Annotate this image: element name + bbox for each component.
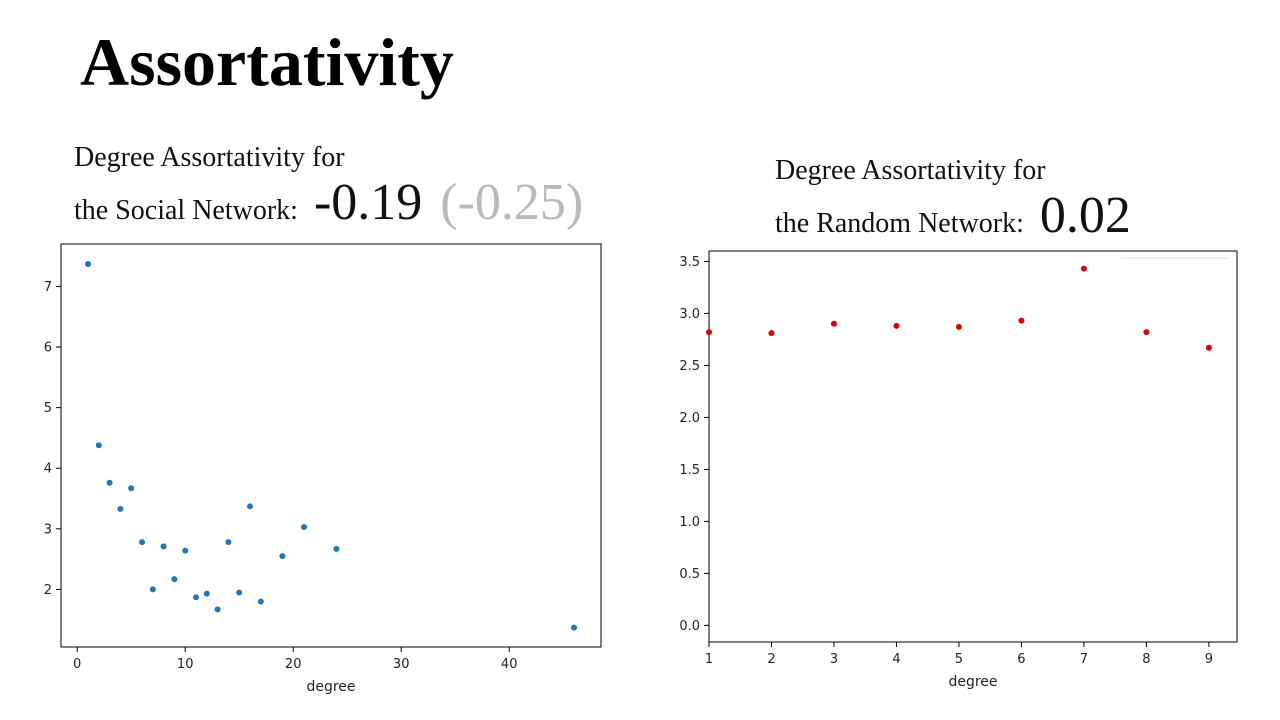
random-x-tick-label: 6 <box>1017 652 1025 667</box>
social-y-tick-label: 5 <box>44 401 52 416</box>
social-data-point <box>139 539 145 546</box>
random-caption-line2-row: the Random Network: 0.02 <box>775 190 1131 243</box>
social-data-point <box>95 442 102 449</box>
random-data-point <box>768 330 775 337</box>
random-network-caption: Degree Assortativity for the Random Netw… <box>775 152 1131 243</box>
random-y-tick-label: 3.0 <box>679 307 700 322</box>
social-y-tick-label: 7 <box>44 280 52 295</box>
social-data-point <box>160 543 167 550</box>
social-caption-line1: Degree Assortativity for <box>74 142 345 173</box>
random-x-tick-label: 3 <box>830 652 838 667</box>
random-data-point <box>1080 265 1087 272</box>
random-x-axis-label: degree <box>948 674 997 690</box>
random-data-point <box>830 320 837 327</box>
social-y-tick-label: 6 <box>44 341 52 356</box>
random-plot-frame <box>708 250 1238 643</box>
social-data-point <box>214 606 221 613</box>
random-data-point <box>1018 317 1025 324</box>
random-y-tick-label: 2.0 <box>679 411 700 426</box>
random-x-tick-label: 1 <box>705 652 713 667</box>
social-data-point <box>236 589 243 596</box>
random-y-tick-label: 2.5 <box>679 359 700 374</box>
social-y-tick-label: 3 <box>44 522 52 537</box>
social-data-point <box>193 594 199 601</box>
social-network-caption: Degree Assortativity for the Social Netw… <box>74 139 583 230</box>
random-x-tick-label: 2 <box>767 652 775 667</box>
social-caption-line2: the Social Network: <box>74 195 298 226</box>
social-y-tick-label: 4 <box>44 462 52 477</box>
random-data-point <box>955 323 962 330</box>
social-data-point <box>149 586 156 593</box>
slide-title: Assortativity <box>80 24 454 100</box>
social-data-point <box>225 539 232 546</box>
random-data-point <box>1143 329 1150 336</box>
social-x-axis-label: degree <box>306 679 355 695</box>
social-data-point <box>106 479 113 486</box>
social-data-point <box>333 545 340 552</box>
social-data-point <box>128 485 135 492</box>
random-x-tick-label: 9 <box>1205 652 1213 667</box>
social-data-point <box>182 547 189 554</box>
social-y-tick-label: 2 <box>44 583 52 598</box>
social-data-point <box>85 260 91 267</box>
social-assortativity-alt-value: (-0.25) <box>440 174 584 231</box>
social-data-point <box>171 576 178 583</box>
random-y-tick-label: 1.0 <box>679 515 700 530</box>
random-y-tick-label: 0.5 <box>679 567 700 582</box>
social-assortativity-value: -0.19 <box>313 174 423 231</box>
random-caption-line2: the Random Network: <box>775 208 1024 239</box>
social-caption-line2-row: the Social Network: -0.19 (-0.25) <box>74 177 583 230</box>
random-data-point <box>893 322 900 329</box>
social-x-tick-label: 20 <box>285 657 302 672</box>
social-data-point <box>117 505 124 512</box>
social-data-point <box>203 590 210 597</box>
random-y-tick-label: 3.5 <box>679 255 700 270</box>
social-plot-frame <box>60 243 602 648</box>
social-data-point <box>301 524 307 531</box>
social-data-point <box>279 553 286 560</box>
social-data-point <box>247 503 253 510</box>
random-x-tick-label: 4 <box>892 652 900 667</box>
social-x-tick-label: 30 <box>393 657 410 672</box>
social-x-tick-label: 40 <box>501 657 518 672</box>
social-data-point <box>257 598 264 605</box>
social-x-tick-label: 10 <box>177 657 194 672</box>
random-x-tick-label: 8 <box>1142 652 1150 667</box>
random-assortativity-value: 0.02 <box>1039 187 1131 244</box>
random-x-tick-label: 5 <box>955 652 963 667</box>
random-data-point <box>706 329 712 336</box>
random-x-tick-label: 7 <box>1080 652 1088 667</box>
social-data-point <box>571 624 577 631</box>
random-y-tick-label: 1.5 <box>679 463 700 478</box>
random-caption-line1: Degree Assortativity for <box>775 155 1046 186</box>
random-data-point <box>1205 344 1212 351</box>
social-x-tick-label: 0 <box>73 657 81 672</box>
random-y-tick-label: 0.0 <box>679 619 700 634</box>
